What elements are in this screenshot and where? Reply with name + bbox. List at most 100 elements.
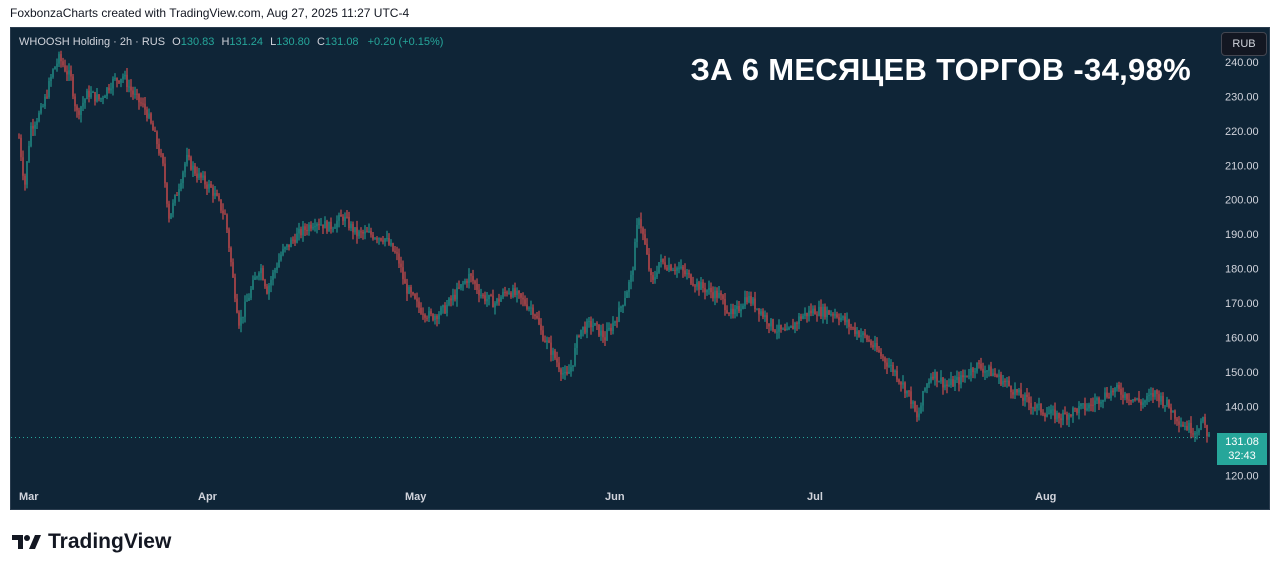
price-axis-tick-label: 190.00	[1225, 229, 1259, 241]
candle-body	[90, 92, 92, 98]
candle-body	[966, 375, 968, 377]
candle-body	[1076, 408, 1078, 414]
candle-body	[674, 270, 676, 272]
candle-body	[714, 290, 716, 299]
candle-body	[970, 368, 972, 376]
high-label: H	[221, 36, 230, 48]
tradingview-logo[interactable]: TradingView	[12, 530, 171, 554]
chart-panel[interactable]: 240.00 230.00 220.00 210.00 200.00 190.00 180.…	[10, 27, 1270, 510]
candle-body	[348, 216, 350, 229]
candle-body	[1024, 394, 1026, 401]
candle-body	[616, 321, 618, 323]
candle-body	[1124, 393, 1126, 398]
candle-body	[170, 213, 172, 219]
time-axis: Mar Apr May Jun Jul Aug	[19, 491, 1056, 503]
candle-body	[566, 371, 568, 374]
candle-body	[270, 279, 272, 286]
candle-body	[540, 324, 542, 331]
candle-body	[532, 307, 534, 315]
candle-body	[356, 227, 358, 237]
candle-body	[1182, 424, 1184, 427]
candle-body	[294, 239, 296, 243]
candle-body	[1086, 408, 1088, 410]
candle-body	[702, 282, 704, 289]
candle-body	[550, 342, 552, 355]
candle-body	[834, 314, 836, 316]
candle-body	[100, 98, 102, 100]
candle-body	[116, 77, 118, 81]
candle-body	[176, 194, 178, 196]
candle-body	[858, 331, 860, 337]
candle-body	[204, 175, 206, 185]
candle-body	[82, 102, 84, 107]
currency-button[interactable]: RUB	[1221, 32, 1267, 56]
candle-body	[214, 192, 216, 196]
candle-body	[608, 327, 610, 330]
candle-body	[122, 76, 124, 79]
candle-body	[996, 375, 998, 378]
candle-body	[986, 370, 988, 372]
candle-body	[344, 216, 346, 222]
candle-body	[514, 288, 516, 296]
candle-body	[1116, 384, 1118, 388]
candle-body	[686, 273, 688, 275]
candlestick-chart[interactable]: 240.00 230.00 220.00 210.00 200.00 190.00 180.…	[11, 28, 1269, 509]
open-label: O	[172, 36, 181, 48]
candle-body	[244, 301, 246, 317]
candle-body	[78, 110, 80, 115]
candle-body	[478, 289, 480, 296]
candle-body	[352, 223, 354, 233]
candle-body	[588, 321, 590, 323]
candle-body	[822, 306, 824, 317]
candle-body	[1068, 414, 1070, 420]
candle-body	[748, 296, 750, 303]
candle-body	[872, 345, 874, 348]
candle-body	[106, 87, 108, 97]
candle-body	[866, 335, 868, 340]
candle-body	[672, 270, 674, 272]
candle-body	[828, 310, 830, 315]
close-label: C	[316, 36, 325, 48]
candle-body	[930, 376, 932, 382]
candle-body	[360, 231, 362, 233]
candle-body	[70, 70, 72, 77]
candle-body	[1194, 433, 1196, 435]
candle-body	[258, 273, 260, 277]
candle-body	[368, 231, 370, 233]
candle-body	[252, 279, 254, 289]
candle-body	[342, 216, 344, 222]
candle-body	[500, 297, 502, 302]
candle-body	[152, 122, 154, 131]
candle-body	[1044, 414, 1046, 417]
candle-body	[26, 161, 28, 185]
candle-body	[128, 86, 130, 88]
candle-body	[144, 103, 146, 110]
candle-body	[794, 322, 796, 330]
candle-body	[1148, 394, 1150, 396]
candle-body	[190, 157, 192, 170]
candle-body	[378, 238, 380, 240]
candle-body	[772, 319, 774, 331]
candle-body	[1064, 412, 1066, 414]
candle-body	[442, 305, 444, 308]
candle-body	[416, 298, 418, 302]
candle-body	[428, 311, 430, 319]
candle-body	[1154, 390, 1156, 397]
candle-body	[572, 365, 574, 367]
candle-body	[272, 272, 274, 280]
candle-body	[816, 314, 818, 316]
candle-body	[450, 298, 452, 301]
candle-body	[494, 303, 496, 308]
candle-body	[1046, 414, 1048, 417]
candle-body	[1010, 385, 1012, 393]
candle-body	[462, 283, 464, 285]
candle-body	[924, 388, 926, 392]
candle-body	[760, 311, 762, 315]
candle-body	[140, 102, 142, 104]
candle-body	[1060, 418, 1062, 421]
candle-body	[1140, 401, 1142, 405]
candle-body	[1180, 424, 1182, 426]
candle-body	[96, 94, 98, 102]
candle-body	[222, 210, 224, 214]
candle-body	[496, 298, 498, 304]
